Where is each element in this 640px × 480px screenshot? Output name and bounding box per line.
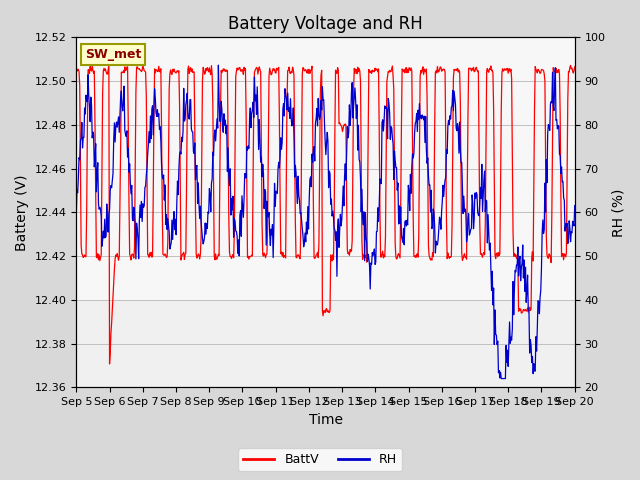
- Bar: [76, 37, 575, 300]
- Text: SW_met: SW_met: [85, 48, 141, 61]
- RH: [571, 203, 579, 208]
- Line: RH: RH: [76, 65, 575, 379]
- Y-axis label: RH (%): RH (%): [611, 188, 625, 237]
- BattV: [211, 257, 219, 263]
- RH: [497, 376, 505, 382]
- RH: [132, 220, 140, 226]
- RH: [183, 90, 191, 96]
- Y-axis label: Battery (V): Battery (V): [15, 174, 29, 251]
- Legend: BattV, RH: BattV, RH: [238, 448, 402, 471]
- RH: [72, 214, 80, 219]
- RH: [81, 111, 89, 117]
- BattV: [106, 361, 113, 367]
- RH: [401, 219, 409, 225]
- RH: [214, 62, 222, 68]
- X-axis label: Time: Time: [308, 413, 342, 427]
- BattV: [139, 62, 147, 68]
- BattV: [185, 63, 193, 69]
- BattV: [571, 64, 579, 70]
- Line: BattV: BattV: [76, 65, 575, 364]
- BattV: [134, 64, 141, 70]
- RH: [387, 136, 394, 142]
- RH: [210, 153, 218, 158]
- BattV: [402, 65, 410, 71]
- BattV: [387, 69, 395, 74]
- BattV: [72, 63, 80, 69]
- Title: Battery Voltage and RH: Battery Voltage and RH: [228, 15, 423, 33]
- BattV: [81, 254, 89, 260]
